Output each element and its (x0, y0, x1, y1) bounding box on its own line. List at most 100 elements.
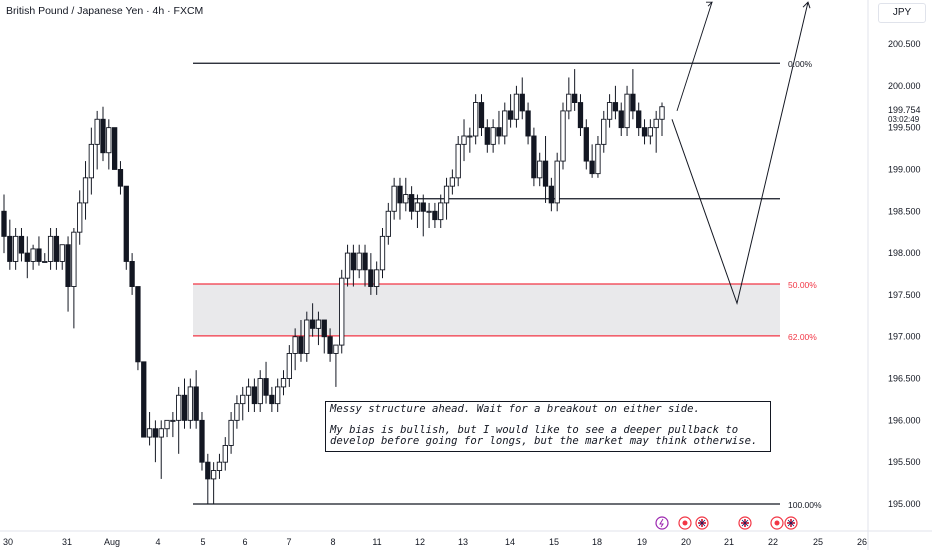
candle-body (135, 286, 141, 363)
candle-body (94, 118, 100, 145)
candle-body (100, 118, 106, 154)
x-tick-label: 19 (637, 537, 647, 547)
fib-label: 100.00% (788, 500, 822, 510)
candle-body (653, 118, 659, 129)
candle-body (339, 277, 345, 346)
candle-body (420, 202, 426, 212)
candle-body (589, 160, 595, 175)
y-tick-label: 198.000 (888, 248, 921, 258)
candle-body (525, 110, 531, 137)
candle-body (245, 386, 252, 396)
candle-body (449, 177, 456, 187)
event-dot (682, 520, 688, 526)
candle-body (502, 110, 508, 137)
candle-body (7, 235, 13, 262)
x-tick-label: Aug (104, 537, 120, 547)
candle-body (583, 127, 589, 162)
candle-body (234, 403, 240, 421)
candle-body (275, 386, 281, 405)
candle-body (618, 110, 624, 129)
candle-body (210, 470, 217, 480)
candle-body (426, 210, 432, 213)
fib-label: 0.00% (788, 59, 813, 69)
symbol-header[interactable]: British Pound / Japanese Yen · 4h · FXCM (6, 5, 204, 17)
candle-body (513, 93, 520, 120)
candle-body (309, 319, 316, 329)
x-tick-label: 4 (155, 537, 160, 547)
candle-body (269, 394, 275, 405)
countdown-label: 03:02:49 (888, 115, 920, 124)
x-tick-label: 25 (813, 537, 823, 547)
candle-body (601, 118, 607, 145)
x-tick-label: 30 (3, 537, 13, 547)
candle-body (554, 160, 560, 204)
candle-body (187, 386, 193, 421)
y-tick-label: 198.500 (888, 206, 921, 216)
candle-body (356, 252, 362, 271)
x-tick-label: 31 (62, 537, 72, 547)
candle-body (467, 135, 473, 138)
candle-body (636, 110, 642, 129)
candle-body (164, 419, 170, 430)
candle-body (624, 93, 630, 129)
y-tick-label: 197.500 (888, 290, 921, 300)
candle-body (216, 461, 223, 471)
candle-body (77, 202, 83, 233)
candle-body (158, 428, 164, 438)
annotation-line-2: My bias is bullish, but I would like to … (330, 423, 758, 447)
candle-body (263, 378, 269, 396)
fib-label: 62.00% (788, 332, 817, 342)
currency-button[interactable]: JPY (878, 3, 926, 23)
candle-body (47, 235, 54, 262)
candle-body (280, 378, 287, 388)
candle-body (537, 160, 543, 179)
candle-body (123, 185, 129, 262)
candle-body (1, 210, 7, 237)
candle-body (146, 428, 153, 438)
candle-body (327, 336, 333, 354)
x-tick-label: 7 (286, 537, 291, 547)
candle-body (106, 127, 112, 154)
candle-body (170, 419, 176, 422)
x-tick-label: 11 (372, 537, 381, 547)
y-tick-label: 196.500 (888, 374, 921, 384)
candle-body (18, 235, 25, 254)
candle-body (298, 336, 304, 354)
candle-body (455, 143, 461, 179)
candle-body (315, 319, 322, 329)
candle-body (548, 185, 555, 204)
x-tick-label: 18 (592, 537, 602, 547)
x-tick-label: 8 (330, 537, 335, 547)
candle-body (566, 93, 572, 112)
flag-diag (741, 519, 749, 527)
candle-body (403, 194, 409, 204)
candle-body (152, 428, 159, 438)
candle-body (572, 93, 578, 103)
candle-body (507, 110, 514, 120)
candle-body (443, 185, 450, 204)
candle-body (292, 336, 298, 354)
y-tick-label: 200.500 (888, 39, 921, 49)
candle-body (199, 419, 205, 463)
candle-body (205, 461, 211, 480)
candle-body (88, 143, 94, 179)
x-tick-label: 20 (681, 537, 691, 547)
candle-body (484, 127, 490, 145)
lightning-icon[interactable] (655, 516, 669, 530)
x-tick-label: 21 (724, 537, 734, 547)
x-tick-label: 14 (505, 537, 515, 547)
candle-body (141, 361, 147, 438)
candle-body (257, 378, 263, 405)
lightning-glyph (659, 518, 664, 528)
event-dot (774, 520, 780, 526)
x-tick-label: 5 (200, 537, 205, 547)
candle-body (408, 194, 415, 212)
candle-body (385, 210, 391, 237)
candle-body (391, 185, 397, 212)
candle-body (240, 394, 246, 405)
candle-body (36, 248, 42, 262)
candle-body (647, 127, 654, 137)
annotation-box[interactable]: Messy structure ahead. Wait for a breako… (325, 401, 771, 452)
annotation-line-1: Messy structure ahead. Wait for a breako… (330, 403, 700, 415)
